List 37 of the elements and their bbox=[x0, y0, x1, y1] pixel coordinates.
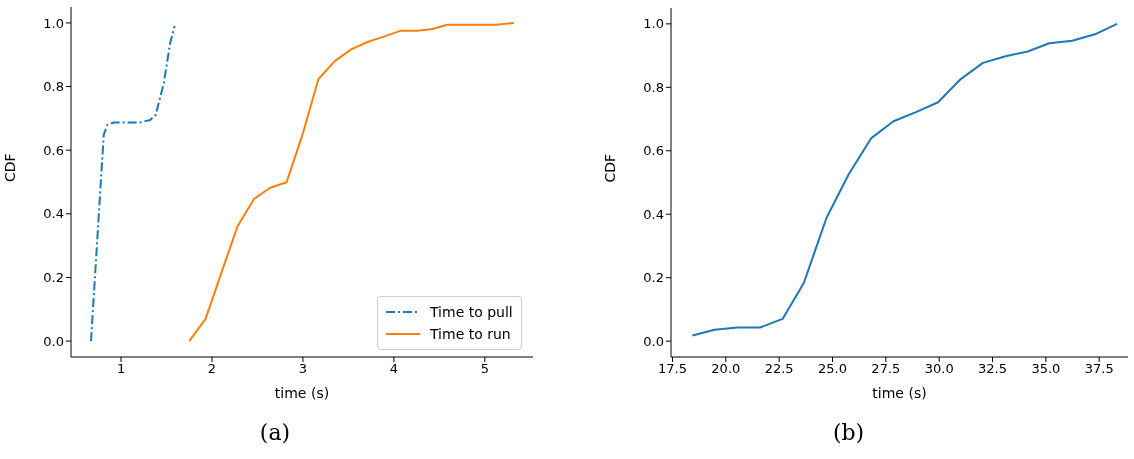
x-tick-label: 35.0 bbox=[1031, 361, 1061, 377]
x-axis-title: time (s) bbox=[872, 385, 927, 401]
y-tick-label: 0.4 bbox=[43, 206, 64, 222]
legend-label: Time to run bbox=[430, 326, 511, 342]
y-axis-title: CDF bbox=[601, 153, 618, 183]
x-tick-label: 37.5 bbox=[1084, 361, 1114, 377]
line-series bbox=[188, 21, 515, 343]
x-tick-label: 32.5 bbox=[978, 361, 1007, 377]
y-axis-title: CDF bbox=[1, 153, 18, 182]
y-tick-label: 0.6 bbox=[43, 142, 64, 158]
x-tick-label: 17.5 bbox=[658, 361, 687, 377]
y-tick-label: 1.0 bbox=[643, 16, 664, 32]
x-tick-label: 3 bbox=[298, 361, 308, 377]
y-tick-label: 0.0 bbox=[643, 333, 664, 349]
y-tick-label: 0.2 bbox=[643, 270, 664, 286]
x-tick-label: 2 bbox=[207, 361, 217, 377]
x-tick-label: 20.0 bbox=[711, 361, 741, 377]
x-tick-label: 30.0 bbox=[924, 361, 954, 377]
x-tick-label: 25.0 bbox=[818, 361, 847, 377]
line-series bbox=[691, 22, 1119, 337]
y-tick-label: 0.6 bbox=[643, 143, 664, 159]
y-tick-label: 0.4 bbox=[643, 206, 664, 222]
x-tick-label: 27.5 bbox=[871, 361, 901, 377]
x-axis-title: time (s) bbox=[274, 385, 330, 401]
line-series bbox=[90, 25, 176, 343]
y-tick-label: 0.0 bbox=[43, 333, 64, 349]
text: (b) bbox=[831, 420, 866, 445]
legend-label: Time to pull bbox=[430, 304, 513, 320]
text: (a) bbox=[258, 420, 292, 445]
y-tick-label: 1.0 bbox=[43, 15, 64, 31]
x-tick-label: 1 bbox=[116, 361, 126, 377]
x-tick-label: 4 bbox=[389, 361, 398, 377]
x-tick-label: 22.5 bbox=[764, 361, 794, 377]
y-tick-label: 0.2 bbox=[43, 270, 64, 286]
y-tick-label: 0.8 bbox=[43, 79, 64, 95]
x-tick-label: 5 bbox=[480, 361, 489, 377]
y-tick-label: 0.8 bbox=[643, 79, 664, 95]
